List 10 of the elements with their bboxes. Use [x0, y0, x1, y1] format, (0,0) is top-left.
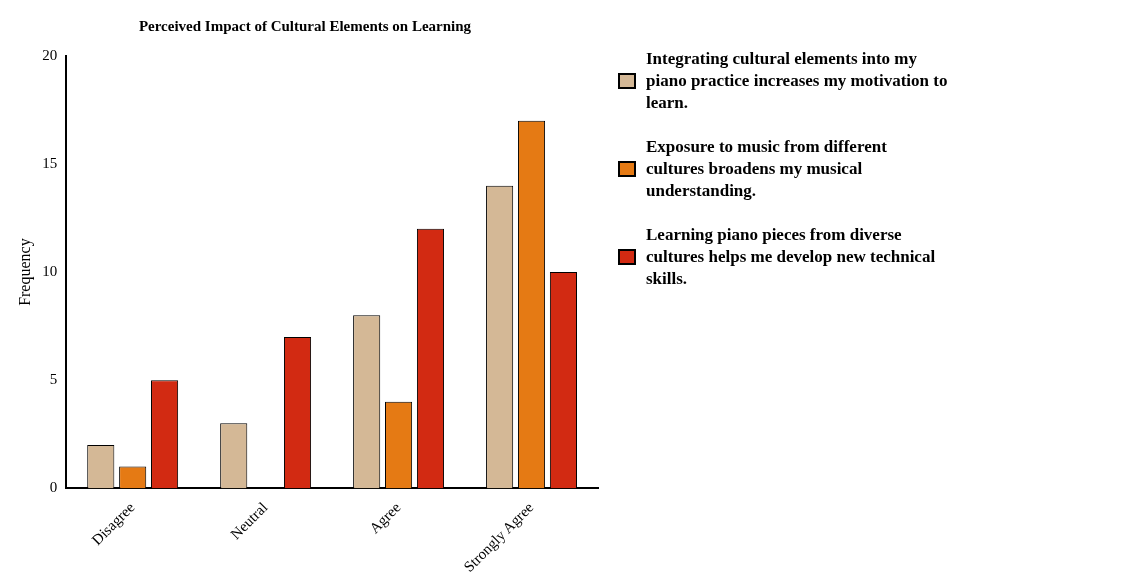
legend-label: Exposure to music from different cultures broadens my musical understanding. [646, 136, 888, 202]
chart-title: Perceived Impact of Cultural Elements on Learning [138, 17, 472, 34]
y-tick-label: 20 [42, 46, 58, 63]
legend-label: Integrating cultural elements into my piano practice increases my motivation to learn. [646, 48, 948, 114]
y-tick-label: 5 [49, 371, 58, 388]
y-tick-label: 10 [42, 263, 58, 280]
y-axis-title: Frequency [15, 238, 34, 306]
y-tick-label: 0 [49, 479, 58, 496]
legend-label: Learning piano pieces from diverse cultures helps me develop new technical skills. [646, 224, 937, 290]
y-tick-label: 15 [42, 154, 58, 171]
